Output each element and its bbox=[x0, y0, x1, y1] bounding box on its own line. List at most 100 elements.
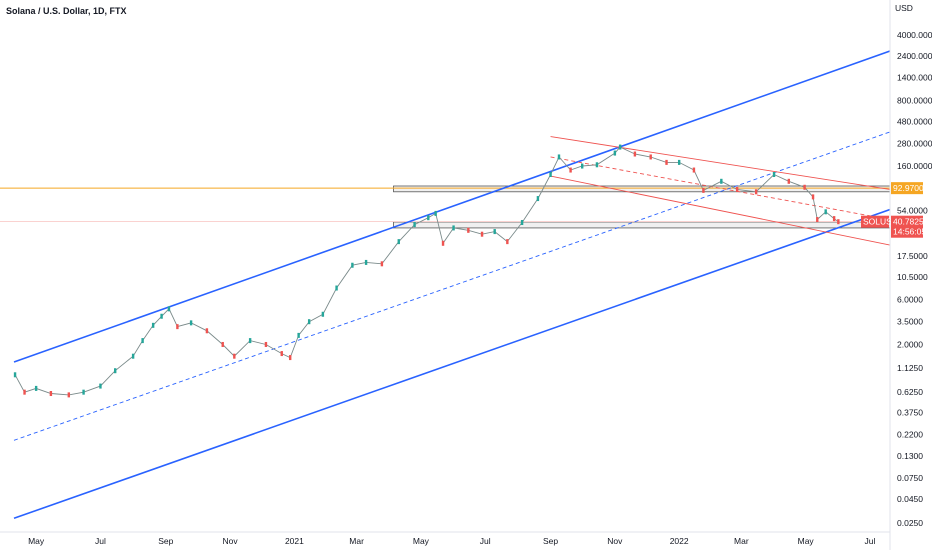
price-candle bbox=[351, 262, 354, 268]
price-candle bbox=[167, 306, 171, 312]
price-candle bbox=[549, 171, 552, 177]
y-tick-label: 800.0000 bbox=[897, 96, 932, 106]
price-candle bbox=[248, 338, 252, 344]
y-tick-label: 17.5000 bbox=[897, 251, 928, 261]
y-tick-label: 1400.0000 bbox=[897, 73, 932, 83]
price-candle bbox=[335, 285, 338, 291]
y-tick-label: 0.0450 bbox=[897, 494, 923, 504]
price-candle bbox=[264, 341, 268, 347]
y-tick-label: 0.1300 bbox=[897, 451, 923, 461]
x-tick-label: May bbox=[798, 536, 815, 546]
price-candle bbox=[113, 368, 117, 374]
last-price-value: 40.7825 bbox=[893, 217, 924, 227]
y-tick-label: 160.0000 bbox=[897, 161, 932, 171]
horizontal-price-lines bbox=[0, 187, 890, 223]
price-candle bbox=[221, 341, 224, 347]
x-tick-label: Sep bbox=[543, 536, 558, 546]
x-tick-label: Jul bbox=[865, 536, 876, 546]
x-tick-label: May bbox=[28, 536, 45, 546]
price-candle bbox=[189, 320, 193, 326]
price-candle bbox=[434, 210, 437, 216]
price-candle bbox=[176, 324, 179, 330]
price-candle bbox=[233, 353, 236, 359]
price-candle bbox=[803, 184, 806, 190]
x-tick-label: Sep bbox=[158, 536, 173, 546]
x-tick-label: May bbox=[413, 536, 430, 546]
y-tick-label: 54.0000 bbox=[897, 205, 928, 215]
y-tick-label: 2400.0000 bbox=[897, 51, 932, 61]
y-tick-label: 1.1250 bbox=[897, 363, 923, 373]
price-series bbox=[13, 144, 840, 398]
desc-channel-upper-line bbox=[550, 136, 891, 190]
y-tick-label: 480.0000 bbox=[897, 116, 932, 126]
x-tick-label: Nov bbox=[607, 536, 623, 546]
price-candle bbox=[131, 353, 135, 359]
price-candle bbox=[364, 259, 368, 265]
price-candle bbox=[427, 215, 430, 221]
chart-title: Solana / U.S. Dollar, 1D, FTX bbox=[6, 6, 127, 16]
price-candle bbox=[160, 313, 163, 319]
price-candle bbox=[13, 372, 17, 378]
x-tick-label: 2021 bbox=[285, 536, 304, 546]
price-candle bbox=[520, 219, 524, 225]
price-candle bbox=[493, 229, 496, 235]
price-candle bbox=[837, 219, 840, 225]
price-candle bbox=[536, 196, 540, 202]
price-candle bbox=[151, 322, 155, 328]
price-candle bbox=[811, 194, 815, 200]
y-tick-label: 10.5000 bbox=[897, 272, 928, 282]
orange-level-tag bbox=[891, 182, 923, 195]
x-tick-label: Jul bbox=[480, 536, 491, 546]
price-candle bbox=[720, 178, 723, 184]
price-candle bbox=[297, 332, 300, 338]
y-tick-label: 6.0000 bbox=[897, 295, 923, 305]
symbol-tag bbox=[861, 215, 889, 228]
channel-upper-line bbox=[13, 50, 891, 363]
price-candle bbox=[580, 163, 584, 169]
y-tick-label: 0.0750 bbox=[897, 473, 923, 483]
price-candle bbox=[816, 217, 819, 223]
price-axis-unit: USD bbox=[895, 3, 913, 13]
desc-channel-mid-line bbox=[550, 156, 891, 220]
price-candle bbox=[557, 154, 561, 160]
price-candle bbox=[49, 391, 53, 397]
price-axis[interactable]: 4000.0000 2400.0000 1400.0000 800.0000 480.0… bbox=[897, 30, 932, 528]
desc-channel-lower-line bbox=[550, 175, 891, 246]
x-tick-label: Nov bbox=[223, 536, 239, 546]
price-candle bbox=[633, 151, 637, 157]
y-tick-label: 280.0000 bbox=[897, 138, 932, 148]
price-candle bbox=[413, 222, 416, 228]
price-candle bbox=[569, 167, 572, 173]
price-candle bbox=[832, 216, 836, 222]
trend-channels bbox=[13, 50, 891, 520]
price-candle bbox=[321, 311, 325, 317]
y-tick-label: 0.3750 bbox=[897, 408, 923, 418]
x-tick-label: Jul bbox=[95, 536, 106, 546]
y-tick-label: 0.6250 bbox=[897, 387, 923, 397]
price-candle bbox=[67, 392, 71, 398]
price-candle bbox=[702, 187, 705, 193]
price-candle bbox=[99, 383, 102, 389]
price-candle bbox=[735, 186, 739, 192]
price-candle bbox=[205, 328, 209, 334]
price-candle bbox=[34, 385, 38, 391]
price-candle bbox=[380, 261, 384, 267]
price-candle bbox=[397, 239, 400, 245]
price-candle bbox=[280, 351, 283, 357]
price-candle bbox=[141, 338, 144, 344]
symbol-tag-label: SOLUSD bbox=[863, 217, 898, 227]
resistance-zone bbox=[393, 185, 891, 193]
y-tick-label: 0.2200 bbox=[897, 429, 923, 439]
price-candle bbox=[772, 171, 776, 177]
price-candle bbox=[82, 389, 85, 395]
price-candle bbox=[307, 319, 311, 325]
bar-countdown: 14:56:05 bbox=[893, 227, 926, 237]
price-candle bbox=[506, 239, 509, 245]
price-candle bbox=[441, 240, 445, 246]
price-candle bbox=[665, 159, 668, 165]
price-candle bbox=[452, 225, 455, 231]
time-axis[interactable]: May Jul Sep Nov 2021 Mar May Jul Sep Nov 2022 Mar Ma… bbox=[28, 536, 875, 546]
